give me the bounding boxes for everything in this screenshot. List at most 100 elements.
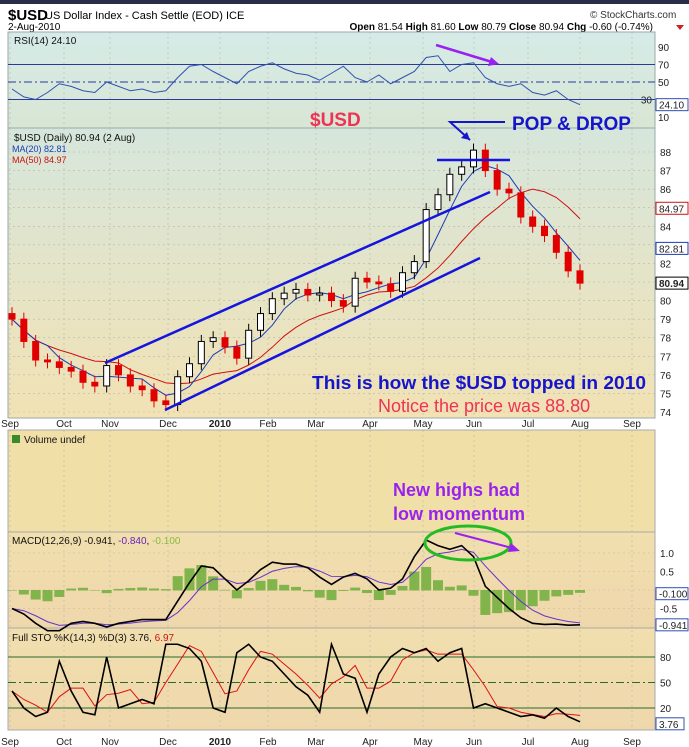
open-value: 81.54 bbox=[378, 22, 403, 33]
price-axis-label: 80 bbox=[660, 297, 672, 308]
x-axis-label: 2010 bbox=[209, 737, 232, 747]
credit: © StockCharts.com bbox=[590, 10, 676, 21]
price-axis-label: 75 bbox=[660, 389, 672, 400]
arrowhead-icon bbox=[488, 57, 499, 66]
x-axis-label: Sep bbox=[1, 737, 19, 747]
candle bbox=[446, 173, 454, 196]
arrowhead-icon bbox=[461, 132, 470, 140]
chart-marks: 24.10 84.97 82.81 80.94 -0.100 -0.941 3.76 bbox=[7, 55, 689, 731]
x-axis-label: Nov bbox=[101, 419, 119, 430]
candle bbox=[138, 385, 146, 391]
macd-histogram-bar bbox=[302, 590, 313, 592]
rsi-axis-label: 10 bbox=[658, 113, 670, 124]
macd-histogram-bar bbox=[433, 580, 443, 591]
candle bbox=[186, 363, 193, 378]
x-axis-label: Jun bbox=[466, 737, 482, 747]
macd-histogram-bar bbox=[149, 588, 159, 591]
price-axis-label: 82 bbox=[660, 259, 672, 270]
macd-histogram-bar bbox=[231, 590, 242, 599]
k-value: 3.76 bbox=[130, 633, 150, 644]
macd-histogram-bar bbox=[66, 588, 77, 591]
annotation-notice: Notice the price was 88.80 bbox=[378, 396, 590, 416]
sto-k-line bbox=[11, 641, 581, 723]
ma50-last-value: 84.97 bbox=[659, 204, 684, 215]
macd-title: MACD(12,26,9) bbox=[12, 536, 81, 547]
signal-value: -0.840 bbox=[118, 536, 147, 547]
candle bbox=[363, 277, 371, 283]
candle bbox=[529, 216, 537, 227]
x-axis-label: Sep bbox=[623, 737, 641, 747]
macd-histogram-bar bbox=[338, 590, 349, 591]
macd-axis-label: -0.5 bbox=[660, 605, 678, 616]
candle bbox=[292, 288, 300, 294]
price-axis-label: 77 bbox=[660, 352, 672, 363]
volume-title: Volume undef bbox=[24, 435, 85, 446]
rsi-divergence-arrow bbox=[435, 43, 493, 64]
candle bbox=[458, 166, 466, 175]
x-axis-label: Mar bbox=[307, 419, 325, 430]
candle bbox=[221, 337, 229, 348]
ohlc-readout: Open 81.54 High 81.60 Low 80.79 Close 80… bbox=[349, 22, 653, 33]
x-axis-label: Oct bbox=[56, 419, 72, 430]
x-axis-label: Sep bbox=[623, 419, 641, 430]
candle bbox=[20, 318, 28, 342]
x-axis-label: Mar bbox=[307, 737, 325, 747]
candle bbox=[209, 337, 217, 342]
annotation-usd: $USD bbox=[310, 110, 361, 131]
price-title: $USD (Daily) 80.94 (2 Aug) bbox=[14, 133, 135, 144]
macd-histogram-bar bbox=[30, 590, 41, 600]
candle bbox=[541, 225, 548, 237]
macd-last-badge bbox=[655, 618, 689, 632]
candle bbox=[55, 361, 63, 368]
macd-histogram-bar bbox=[444, 586, 455, 591]
x-axis-label: Jul bbox=[522, 419, 535, 430]
macd-histogram-bar bbox=[220, 589, 230, 591]
sto-last-value: 3.76 bbox=[659, 720, 679, 731]
macd-histogram-bar bbox=[54, 590, 65, 597]
macd-last-value: -0.941 bbox=[659, 621, 688, 632]
macd-line bbox=[11, 539, 581, 632]
macd-histogram-bar bbox=[208, 576, 219, 591]
hist-last-badge bbox=[655, 587, 689, 601]
candle bbox=[339, 300, 347, 307]
macd-histogram-bar bbox=[184, 568, 195, 591]
macd-axis-label: 1.0 bbox=[660, 549, 674, 560]
macd-histogram-bar bbox=[515, 590, 526, 611]
macd-panel bbox=[7, 531, 656, 629]
open-label: Open bbox=[349, 22, 375, 33]
candle bbox=[576, 270, 584, 284]
macd-histogram-bar bbox=[551, 590, 562, 597]
close-value: 80.94 bbox=[539, 22, 564, 33]
close-last-badge bbox=[655, 276, 689, 290]
hist-last-value: -0.100 bbox=[659, 590, 688, 601]
channel-upper-line bbox=[104, 190, 491, 365]
rsi-line bbox=[11, 55, 581, 106]
x-axis-label: Aug bbox=[571, 419, 589, 430]
x-axis-label: Apr bbox=[362, 737, 378, 747]
macd-histogram-bar bbox=[373, 590, 384, 601]
candle bbox=[150, 389, 158, 402]
candle bbox=[8, 313, 16, 320]
chg-label: Chg bbox=[567, 22, 586, 33]
low-label: Low bbox=[458, 22, 478, 33]
candle bbox=[233, 346, 241, 359]
channel-lower-line bbox=[164, 256, 481, 412]
macd-histogram-bar bbox=[18, 590, 29, 595]
macd-histogram-bar bbox=[385, 590, 396, 595]
ma20-last-value: 82.81 bbox=[659, 244, 684, 255]
candle bbox=[399, 272, 406, 292]
macd-histogram-bar bbox=[7, 590, 17, 591]
rsi-axis-label: 30 bbox=[641, 96, 653, 107]
price-axis-label: 86 bbox=[660, 185, 672, 196]
sto-axis-label: 80 bbox=[660, 653, 672, 664]
x-axis-label: Dec bbox=[159, 737, 177, 747]
macd-histogram-bar bbox=[279, 584, 290, 591]
symbol: $USD bbox=[8, 7, 48, 24]
rsi-last-badge bbox=[655, 98, 689, 112]
chg-value: -0.60 (-0.74%) bbox=[589, 22, 653, 33]
x-axis-label: Apr bbox=[362, 419, 378, 430]
macd-histogram-bar bbox=[291, 586, 301, 591]
price-axis-label: 78 bbox=[660, 334, 672, 345]
candle bbox=[32, 340, 40, 361]
down-triangle-icon bbox=[676, 25, 684, 30]
